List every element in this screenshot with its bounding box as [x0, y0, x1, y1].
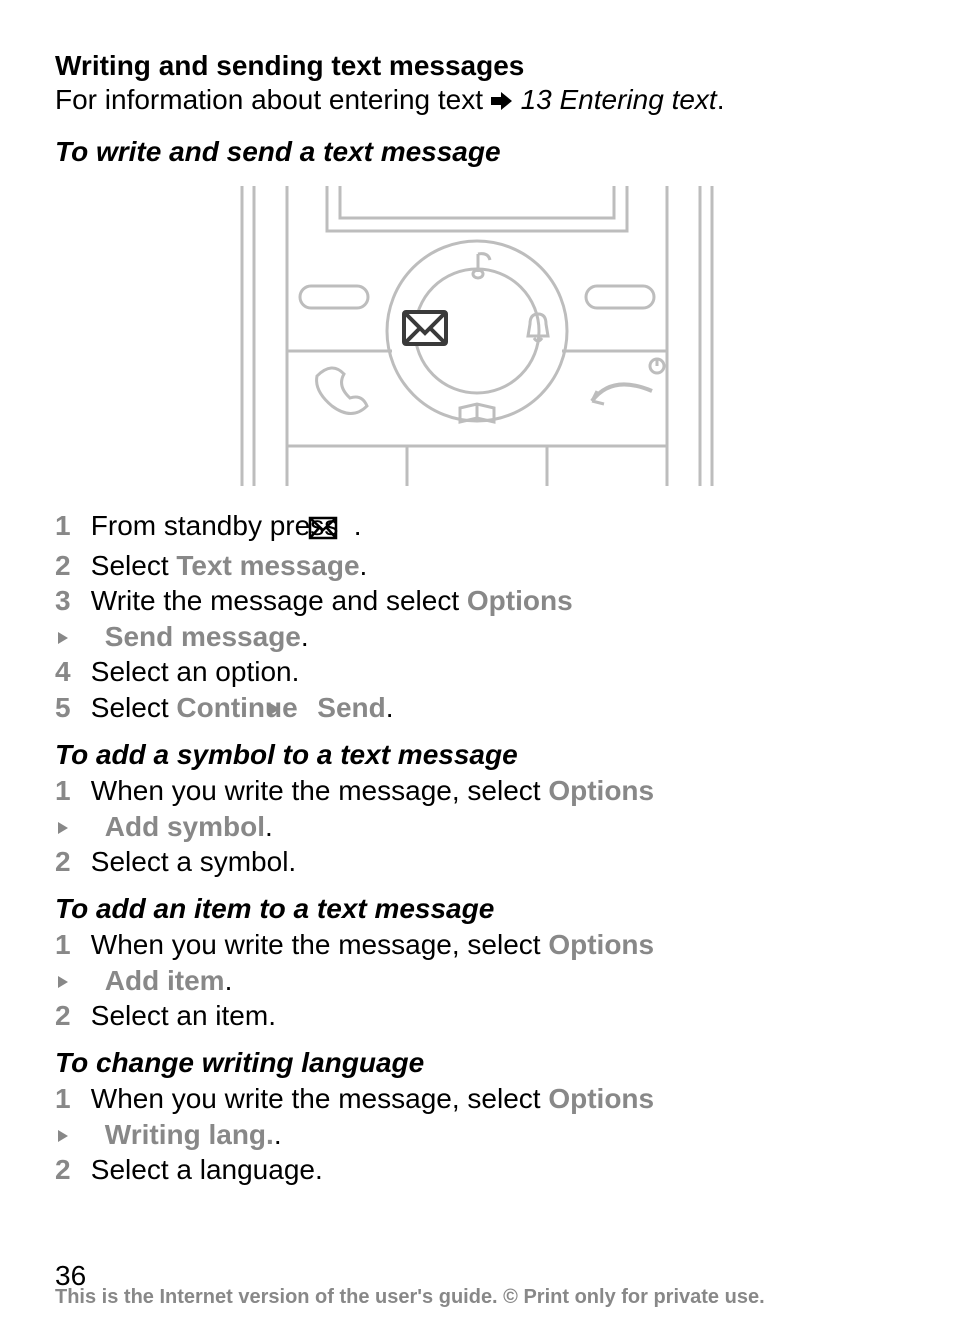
- footer-note: This is the Internet version of the user…: [55, 1286, 899, 1309]
- step-1: 1 When you write the message, select Opt…: [55, 927, 899, 998]
- ui-label: Add item: [105, 965, 225, 996]
- step-number: 5: [55, 690, 83, 725]
- step-number: 3: [55, 583, 83, 618]
- period: .: [386, 692, 394, 723]
- heading-add-item: To add an item to a text message: [55, 893, 899, 925]
- heading-add-symbol: To add a symbol to a text message: [55, 739, 899, 771]
- step-text: .: [360, 550, 368, 581]
- ui-label: Options: [548, 1083, 654, 1114]
- phone-keypad-illustration: [232, 186, 722, 486]
- steps-write-send: 1 From standby press . 2 Select Text mes…: [55, 508, 899, 725]
- step-5: 5 Select Continue Send.: [55, 689, 899, 725]
- period: .: [274, 1119, 282, 1150]
- step-2: 2 Select a symbol.: [55, 844, 899, 879]
- ui-label: Options: [467, 585, 573, 616]
- ui-label: Options: [548, 929, 654, 960]
- ui-label: Send: [317, 692, 385, 723]
- ui-label: Add symbol: [105, 811, 265, 842]
- ui-label: Writing lang.: [105, 1119, 274, 1150]
- period: .: [301, 621, 309, 652]
- arrow-solid-icon: [491, 86, 513, 118]
- step-text: Select a symbol.: [91, 846, 296, 877]
- step-number: 2: [55, 844, 83, 879]
- intro-pre: For information about entering text: [55, 84, 491, 115]
- step-text: When you write the message, select: [91, 775, 549, 806]
- step-4: 4 Select an option.: [55, 654, 899, 689]
- intro-link: 13 Entering text: [521, 84, 717, 115]
- page-footer: 36 This is the Internet version of the u…: [55, 1260, 899, 1309]
- ui-label: Send message: [105, 621, 301, 652]
- step-number: 1: [55, 773, 83, 808]
- step-number: 2: [55, 548, 83, 583]
- step-2: 2 Select an item.: [55, 998, 899, 1033]
- step-number: 4: [55, 654, 83, 689]
- step-text: Select an item.: [91, 1000, 276, 1031]
- step-text: When you write the message, select: [91, 1083, 549, 1114]
- intro-period: .: [717, 84, 725, 115]
- step-text-post: .: [354, 510, 362, 541]
- step-1: 1 When you write the message, select Opt…: [55, 773, 899, 844]
- step-text: Write the message and select: [91, 585, 467, 616]
- step-1: 1 When you write the message, select Opt…: [55, 1081, 899, 1152]
- ui-label: Text message: [176, 550, 359, 581]
- steps-change-lang: 1 When you write the message, select Opt…: [55, 1081, 899, 1187]
- intro-line: For information about entering text 13 E…: [55, 84, 899, 118]
- ui-label: Options: [548, 775, 654, 806]
- heading-change-lang: To change writing language: [55, 1047, 899, 1079]
- step-text: Select: [91, 550, 177, 581]
- step-number: 1: [55, 1081, 83, 1116]
- period: .: [225, 965, 233, 996]
- steps-add-symbol: 1 When you write the message, select Opt…: [55, 773, 899, 879]
- step-1: 1 From standby press .: [55, 508, 899, 548]
- step-3: 3 Write the message and select Options S…: [55, 583, 899, 654]
- step-text: Select a language.: [91, 1154, 323, 1185]
- step-text: Select an option.: [91, 656, 300, 687]
- step-2: 2 Select a language.: [55, 1152, 899, 1187]
- step-2: 2 Select Text message.: [55, 548, 899, 583]
- step-number: 2: [55, 998, 83, 1033]
- step-number: 1: [55, 508, 83, 543]
- step-number: 2: [55, 1152, 83, 1187]
- step-number: 1: [55, 927, 83, 962]
- steps-add-item: 1 When you write the message, select Opt…: [55, 927, 899, 1033]
- heading-main: Writing and sending text messages: [55, 50, 899, 82]
- heading-write-send: To write and send a text message: [55, 136, 899, 168]
- step-text: Select: [91, 692, 177, 723]
- step-text: When you write the message, select: [91, 929, 549, 960]
- period: .: [265, 811, 273, 842]
